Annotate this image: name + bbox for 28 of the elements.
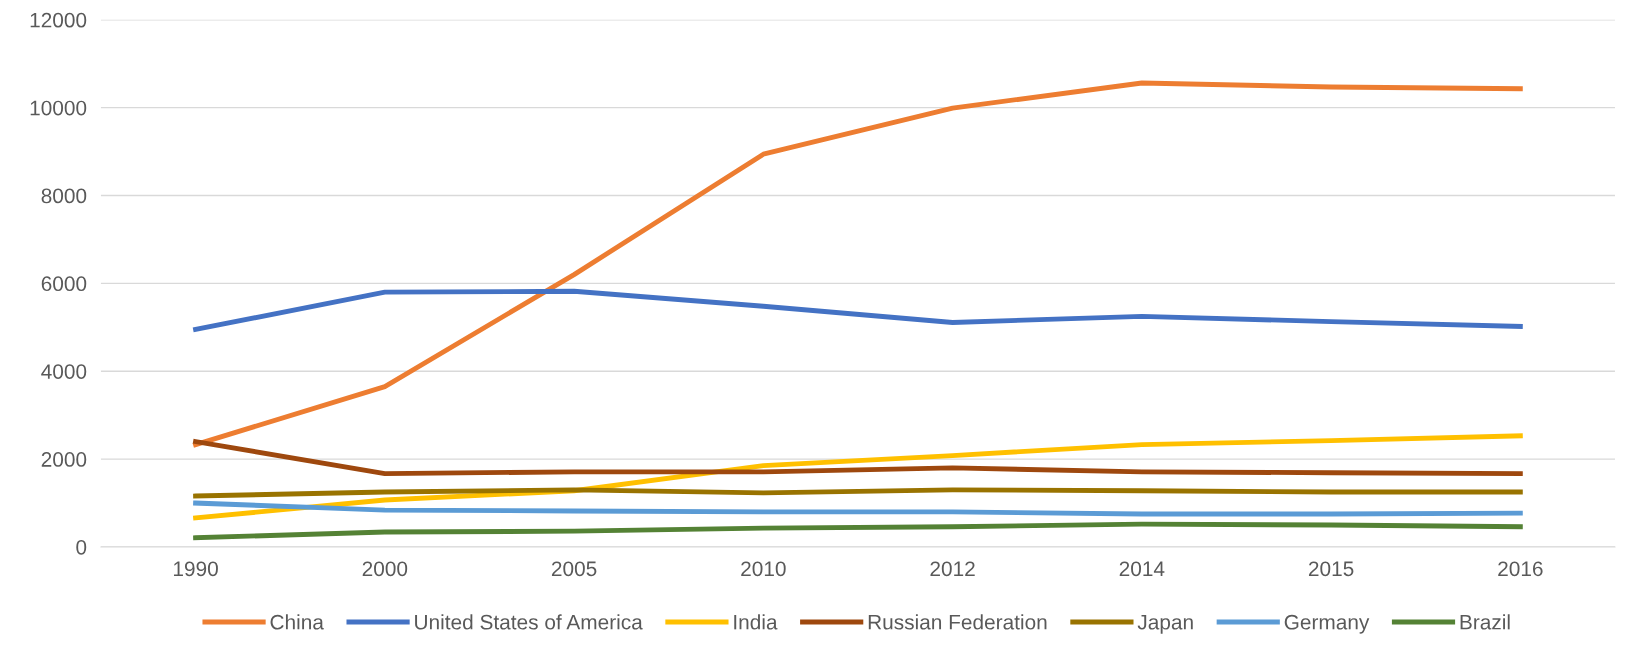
line-series: [193, 500, 1523, 517]
legend-label: Germany: [1284, 614, 1370, 634]
line-series: [193, 288, 1523, 332]
line-series: [193, 487, 1523, 499]
y-tick-label: 10000: [30, 100, 87, 116]
legend-label: Russian Federation: [868, 614, 1047, 630]
legend-label: United States of America: [415, 614, 643, 630]
y-tick-label: 0: [76, 539, 87, 555]
x-tick-label: 2012: [930, 561, 975, 577]
x-tick-label: 2000: [362, 561, 408, 577]
legend-label: Japan: [1137, 615, 1193, 634]
y-tick-label: 4000: [41, 364, 87, 379]
legend-label: India: [734, 614, 778, 630]
x-tick-label: 2016: [1498, 561, 1543, 577]
line-series: [193, 80, 1523, 448]
x-tick-label: 2014: [1119, 561, 1165, 577]
legend-label: China: [270, 614, 324, 630]
x-tick-label: 1990: [173, 561, 218, 577]
x-tick-label: 2015: [1308, 561, 1354, 577]
x-tick-label: 2010: [741, 561, 786, 577]
legend-label: Brazil: [1460, 614, 1510, 630]
y-tick-label: 2000: [41, 452, 87, 467]
y-tick-label: 12000: [30, 12, 87, 28]
x-tick-label: 2005: [551, 561, 597, 577]
line-series: [193, 521, 1523, 541]
y-tick-label: 8000: [41, 188, 87, 204]
line-series: [193, 439, 1523, 477]
y-tick-label: 6000: [41, 276, 87, 292]
